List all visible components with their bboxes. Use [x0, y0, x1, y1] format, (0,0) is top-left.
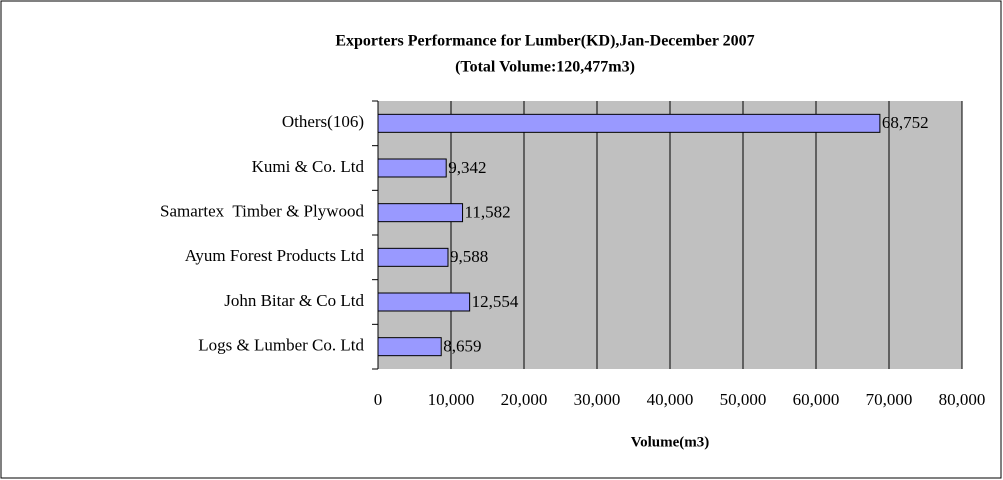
chart-subtitle: (Total Volume:120,477m3): [455, 59, 635, 76]
bar: [377, 247, 449, 267]
bar: [377, 158, 447, 178]
chart-title: Exporters Performance for Lumber(KD),Jan…: [335, 33, 754, 50]
x-tick-label: 80,000: [939, 390, 986, 409]
bar: [377, 292, 471, 312]
bar: [377, 203, 464, 223]
y-tick-label: John Bitar & Co Ltd: [224, 291, 364, 310]
x-tick-label: 40,000: [647, 390, 694, 409]
data-label: 68,752: [882, 113, 929, 132]
data-label: 9,588: [450, 247, 488, 266]
y-tick-label: Ayum Forest Products Ltd: [185, 246, 365, 265]
x-axis-label: Volume(m3): [631, 434, 710, 450]
x-tick-label: 10,000: [428, 390, 475, 409]
x-tick-label: 70,000: [866, 390, 913, 409]
x-tick-label: 20,000: [501, 390, 548, 409]
y-tick-label: Logs & Lumber Co. Ltd: [198, 336, 364, 355]
data-label: 12,554: [472, 292, 519, 311]
data-label: 11,582: [465, 203, 511, 222]
x-tick-label: 0: [374, 390, 383, 409]
data-label: 9,342: [448, 158, 486, 177]
y-tick-label: Samartex Timber & Plywood: [160, 202, 365, 221]
data-label: 8,659: [443, 337, 481, 356]
bar: [377, 337, 442, 357]
y-tick-label: Others(106): [282, 112, 364, 131]
y-tick-label: Kumi & Co. Ltd: [252, 157, 365, 176]
x-tick-label: 30,000: [574, 390, 621, 409]
x-tick-label: 50,000: [720, 390, 767, 409]
bar: [377, 113, 881, 133]
x-tick-label: 60,000: [793, 390, 840, 409]
